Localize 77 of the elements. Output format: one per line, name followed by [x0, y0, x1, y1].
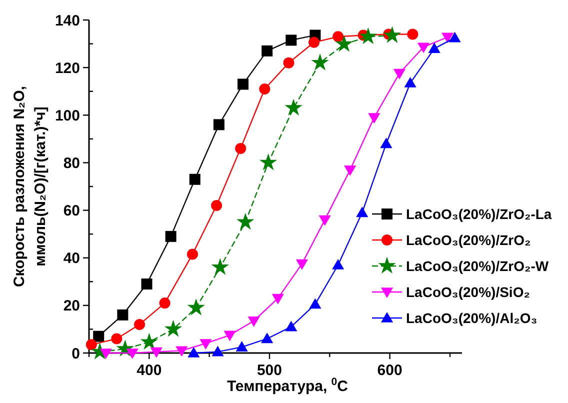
- legend-label: LaCoO₃(20%)/ZrO₂-La: [406, 206, 552, 222]
- point: [404, 76, 416, 88]
- point: [332, 258, 344, 270]
- y-tick-label: 60: [63, 202, 80, 220]
- point: [259, 153, 278, 170]
- point: [93, 330, 104, 342]
- point: [186, 248, 198, 260]
- point: [417, 42, 430, 54]
- point: [187, 298, 205, 316]
- y-tick-label: 20: [63, 298, 80, 315]
- point: [448, 32, 461, 42]
- y-tick-label: 140: [54, 12, 80, 30]
- point: [236, 212, 254, 230]
- point: [111, 333, 122, 344]
- y-tick-label: 120: [54, 60, 80, 77]
- y-tick-label: 80: [63, 154, 80, 172]
- legend-label: LaCoO₃(20%)/Al₂O₃: [406, 310, 538, 326]
- x-tick-label: 600: [377, 362, 402, 379]
- point: [238, 78, 249, 90]
- point: [165, 230, 176, 242]
- point: [380, 138, 392, 148]
- point: [383, 26, 402, 43]
- point: [164, 320, 182, 337]
- point: [213, 119, 224, 130]
- point: [224, 330, 236, 342]
- point: [368, 113, 380, 124]
- point: [140, 332, 158, 350]
- point: [428, 42, 440, 53]
- point: [311, 54, 329, 70]
- legend-label: LaCoO₃(20%)/SiO₂: [406, 284, 530, 300]
- point: [309, 298, 322, 309]
- point: [285, 320, 298, 332]
- point: [189, 174, 200, 185]
- point: [284, 98, 302, 116]
- point: [283, 57, 294, 68]
- point: [261, 332, 274, 344]
- x-axis-title: Температура, $^{0}$C: [227, 376, 348, 395]
- point: [393, 68, 406, 80]
- point: [141, 278, 152, 290]
- point: [211, 200, 222, 212]
- point: [150, 347, 162, 358]
- y-tick-label: 0: [72, 345, 80, 362]
- legend-label: LaCoO₃(20%)/ZrO₂-W: [406, 258, 550, 274]
- point: [176, 346, 188, 357]
- point: [407, 28, 418, 40]
- point: [442, 32, 454, 44]
- point: [286, 34, 297, 46]
- x-tick-label: 400: [136, 362, 162, 379]
- point: [308, 36, 320, 48]
- point: [356, 206, 368, 218]
- point: [211, 258, 229, 275]
- point: [318, 215, 331, 226]
- point: [188, 346, 200, 358]
- point: [117, 309, 128, 320]
- point: [86, 339, 97, 350]
- point: [272, 294, 284, 304]
- point: [159, 298, 170, 309]
- point: [296, 259, 308, 270]
- point: [332, 31, 344, 42]
- legend-label: LaCoO₃(20%)/ZrO₂: [406, 232, 531, 248]
- y-tick-label: 40: [63, 250, 80, 268]
- point: [335, 34, 353, 52]
- point: [235, 142, 246, 154]
- y-axis-title: Скорость разложения N₂O, ммоль(N₂O)/[г(кат.)*ч]: [11, 86, 49, 288]
- point: [259, 83, 270, 94]
- point: [212, 346, 224, 356]
- point: [236, 341, 248, 352]
- point: [100, 348, 112, 360]
- point: [359, 27, 377, 44]
- point: [248, 316, 260, 327]
- point: [344, 165, 356, 176]
- y-tick-label: 100: [54, 107, 80, 124]
- point: [262, 45, 273, 56]
- point: [126, 348, 138, 360]
- point: [134, 318, 146, 330]
- x-tick-label: 500: [256, 362, 282, 379]
- point: [200, 339, 212, 350]
